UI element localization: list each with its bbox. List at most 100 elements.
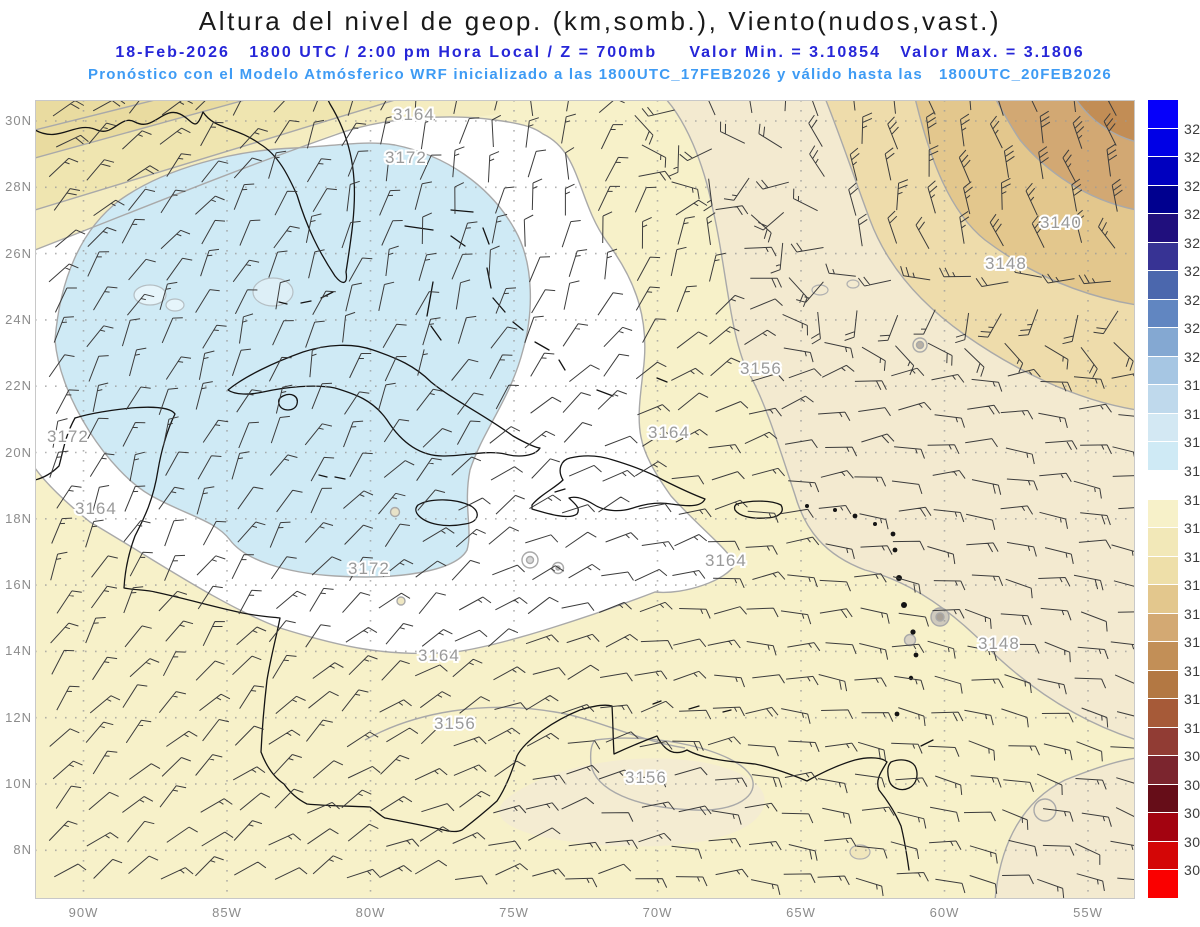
colorbar-tick-label: 3268 [1184,120,1200,137]
colorbar [1148,100,1178,899]
svg-text:3140: 3140 [1040,213,1082,232]
lat-label: 24N [5,311,32,327]
latlon-grid [35,100,1135,899]
colorbar-segment [1148,870,1178,899]
colorbar-segment [1148,670,1178,700]
colorbar-tick-label: 3244 [1184,206,1200,223]
colorbar-tick-label: 3108 [1184,691,1200,708]
map-canvas: 3164 3172 3140 3148 3156 3164 3172 3164 3172 3164… [35,100,1135,899]
contour-labels: 3164 3172 3140 3148 3156 3164 3172 3164 3172 3164… [45,103,1083,789]
colorbar-segment [1148,356,1178,386]
cayman [318,474,346,480]
lat-label: 28N [5,179,32,195]
colorbar-tick-label: 3132 [1184,605,1200,622]
svg-text:3156: 3156 [625,768,667,787]
lon-label: 70W [642,905,673,920]
colorbar-tick-label: 3204 [1184,348,1200,365]
colorbar-tick-label: 3180 [1184,434,1200,451]
colorbar-segment [1148,470,1178,500]
colorbar-tick-label: 3068 [1184,833,1200,850]
valid-time-line: 18-Feb-2026 1800 UTC / 2:00 pm Hora Loca… [115,44,1085,61]
colorbar-tick-label: 3140 [1184,577,1200,594]
lat-label: 10N [5,776,32,791]
colorbar-tick-label: 3116 [1184,662,1200,679]
colorbar-segment [1148,727,1178,757]
colorbar-segment [1148,585,1178,614]
colorbar-tick-label: 3172 [1184,462,1200,479]
colorbar-segment [1148,556,1178,586]
colorbar-tick-label: 3084 [1184,776,1200,793]
colorbar-segment [1148,214,1178,243]
svg-text:3164: 3164 [418,646,460,665]
svg-text:3172: 3172 [385,148,427,167]
jamaica [415,499,478,527]
shaded-bands [35,100,1135,899]
colorbar-segment [1148,528,1178,557]
colorbar-segment [1148,157,1178,186]
colorbar-tick-label: 3196 [1184,377,1200,394]
lat-label: 18N [5,510,32,526]
lat-label: 30N [5,113,32,128]
colorbar-tick-label: 3076 [1184,805,1200,822]
svg-text:3172: 3172 [348,559,390,578]
colorbar-segment [1148,784,1178,814]
lon-label: 65W [786,905,816,920]
colorbar-tick-label: 3260 [1184,149,1200,166]
lon-label: 90W [68,905,99,920]
colorbar-tick-label: 3220 [1184,291,1200,308]
lat-label: 26N [5,245,32,261]
colorbar-tick-label: 3092 [1184,748,1200,765]
us-gulf-coast-florida [35,100,356,283]
colorbar-tick-label: 3164 [1184,491,1200,508]
colorbar-segment [1148,813,1178,842]
colorbar-tick-label: 3188 [1184,405,1200,422]
page-title: Altura del nivel de geop. (km,somb.), Vi… [198,6,1002,36]
lon-label: 75W [499,905,529,920]
gonave [554,488,566,493]
colorbar-tick-label: 3100 [1184,719,1200,736]
lon-label: 85W [212,905,242,920]
colorbar-segment [1148,100,1178,129]
colorbar-segment [1148,756,1178,785]
hispaniola [531,455,706,518]
colorbar-tick-label: 3252 [1184,177,1200,194]
colorbar-segment [1148,442,1178,471]
lat-label: 22N [5,378,32,394]
isla-juventud [277,393,298,411]
abc-islands [652,700,732,713]
lat-label: 16N [5,577,32,593]
cuba [227,344,541,457]
colorbar-segment [1148,128,1178,158]
colorbar-tick-label: 3124 [1184,634,1200,651]
yucatan-north [35,417,76,481]
colorbar-segment [1148,613,1178,643]
svg-text:3164: 3164 [75,499,117,518]
svg-text:3164: 3164 [648,423,690,442]
trinidad [887,759,918,791]
colorbar-segment [1148,841,1178,871]
colorbar-segment [1148,642,1178,671]
wind-barbs [48,100,1135,899]
lon-label: 55W [1073,905,1103,920]
svg-text:3148: 3148 [978,634,1020,653]
svg-text:3156: 3156 [740,359,782,378]
colorbar-segment [1148,699,1178,728]
map-area: 3164 3172 3140 3148 3156 3164 3172 3164 3172 3164… [35,100,1135,899]
lat-label: 12N [5,709,32,725]
colorbar-segment [1148,328,1178,357]
colorbar-segment [1148,413,1178,443]
colorbar-tick-label: 3156 [1184,520,1200,537]
lat-label: 8N [13,842,32,858]
lon-label: 60W [929,905,960,920]
contour-lines [35,100,1135,899]
colorbar-tick-label: 3212 [1184,320,1200,337]
colorbar-segment [1148,271,1178,300]
colorbar-segment [1148,242,1178,272]
colorbar-tick-label: 3236 [1184,234,1200,251]
colorbar-tick-label: 3148 [1184,548,1200,565]
lat-label: 20N [5,444,32,460]
colorbar-tick-label: 3060 [1184,862,1200,879]
svg-text:3148: 3148 [985,254,1027,273]
tobago [920,739,934,747]
